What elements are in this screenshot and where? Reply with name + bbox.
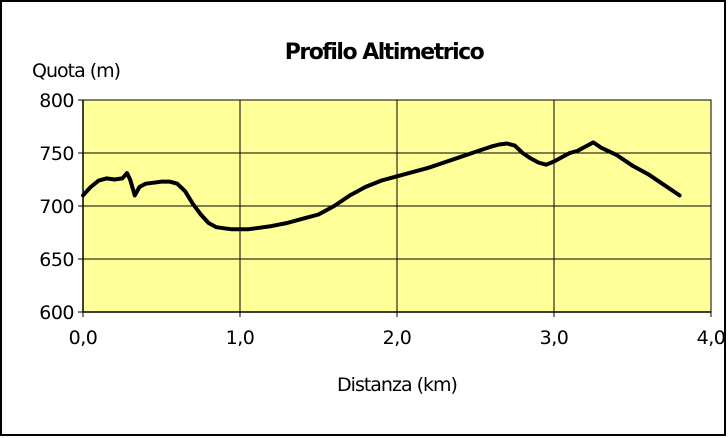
y-axis-label: Quota (m) — [32, 60, 120, 82]
x-tick-label: 1,0 — [226, 327, 255, 349]
y-tick-label: 650 — [39, 249, 74, 271]
y-tick-label: 600 — [39, 302, 74, 324]
y-tick-labels: 600 650 700 750 800 — [39, 90, 74, 324]
x-tick-labels: 0,0 1,0 2,0 3,0 4,0 — [69, 327, 726, 349]
y-tick-label: 800 — [39, 90, 74, 112]
x-tick-label: 0,0 — [69, 327, 98, 349]
y-tick-label: 700 — [39, 196, 74, 218]
chart-title: Profilo Altimetrico — [285, 40, 485, 65]
axes — [78, 99, 712, 317]
x-tick-label: 3,0 — [540, 327, 569, 349]
x-tick-label: 2,0 — [383, 327, 412, 349]
y-tick-label: 750 — [39, 143, 74, 165]
elevation-line — [81, 140, 682, 232]
x-tick-label: 4,0 — [697, 327, 726, 349]
x-axis-label: Distanza (km) — [337, 374, 457, 396]
